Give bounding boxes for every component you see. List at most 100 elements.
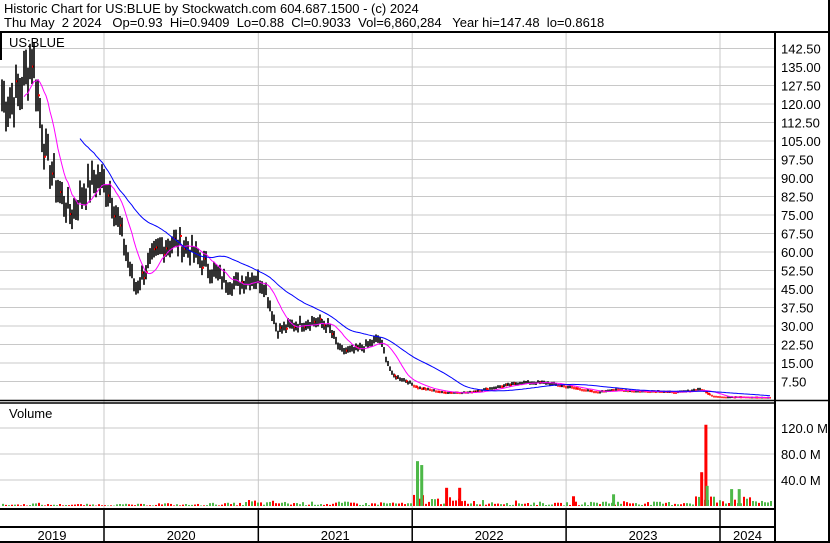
volume-bar: [56, 505, 58, 506]
volume-bar: [107, 505, 109, 506]
volume-bar: [284, 501, 286, 506]
volume-bar: [377, 504, 379, 506]
volume-bar: [137, 503, 139, 506]
quote-summary: Thu May 2 2024 Op=0.93 Hi=0.9409 Lo=0.88…: [4, 15, 605, 30]
price-close-mark: [514, 382, 516, 385]
price-close-mark: [108, 194, 110, 197]
volume-bar: [362, 504, 364, 506]
volume-bar: [752, 501, 754, 506]
volume-bar: [245, 502, 247, 506]
volume-bar: [38, 502, 40, 506]
volume-bar: [587, 505, 589, 506]
volume-bar: [596, 502, 598, 506]
volume-bar: [299, 504, 301, 506]
price-close-mark: [180, 234, 182, 237]
volume-bar: [740, 503, 742, 506]
volume-bar: [581, 504, 583, 506]
volume-bar: [104, 505, 106, 506]
price-tick-label: 105.00: [781, 134, 821, 149]
volume-bar: [545, 505, 547, 506]
volume-bar: [329, 504, 331, 506]
price-close-mark: [424, 387, 426, 390]
volume-bar: [593, 502, 595, 506]
volume-bar: [233, 502, 235, 506]
volume-bar: [347, 501, 349, 506]
volume-bar: [314, 504, 316, 506]
volume-bar: [35, 503, 37, 506]
price-close-mark: [52, 172, 54, 175]
volume-bar: [47, 504, 49, 506]
volume-bar: [155, 504, 157, 506]
volume-bar: [476, 504, 478, 506]
volume-bar: [455, 500, 457, 506]
volume-bar: [212, 502, 214, 506]
price-close-mark: [280, 326, 282, 329]
volume-bar: [326, 503, 328, 506]
volume-bar: [194, 504, 196, 506]
volume-bar: [554, 502, 556, 506]
volume-bar: [191, 504, 193, 506]
volume-bar: [560, 502, 562, 506]
volume-bar: [473, 501, 475, 506]
price-tick-label: 127.50: [781, 79, 821, 94]
price-close-mark: [450, 391, 452, 394]
volume-bar: [164, 503, 166, 506]
price-tick-label: 60.00: [781, 245, 814, 260]
volume-bar: [746, 498, 748, 506]
volume-bar: [116, 504, 118, 506]
volume-bar: [437, 498, 439, 506]
volume-bar: [119, 503, 121, 506]
volume-bar: [533, 502, 535, 506]
volume-bar: [719, 500, 721, 506]
volume-bar: [497, 503, 499, 506]
price-close-mark: [506, 383, 508, 386]
volume-bar: [671, 504, 673, 506]
volume-bar: [287, 503, 289, 506]
volume-bar: [110, 505, 112, 506]
volume-bar: [506, 503, 508, 506]
price-close-mark: [474, 390, 476, 393]
volume-bar: [98, 504, 100, 506]
volume-bar: [524, 503, 526, 506]
volume-bar: [356, 503, 358, 506]
volume-bar: [548, 504, 550, 506]
volume-bar: [713, 496, 715, 506]
price-tick-label: 67.50: [781, 227, 814, 242]
volume-bar: [239, 502, 241, 506]
volume-bar: [386, 503, 388, 506]
volume-bar: [617, 501, 619, 506]
volume-bar: [527, 503, 529, 506]
price-close-mark: [286, 327, 288, 330]
price-close-mark: [202, 266, 204, 269]
volume-bar: [173, 505, 175, 506]
volume-bar: [584, 502, 586, 506]
price-close-mark: [304, 326, 306, 329]
volume-bar: [770, 501, 772, 506]
volume-bar: [203, 505, 205, 506]
price-close-mark: [708, 392, 710, 395]
volume-bar: [623, 501, 625, 506]
volume-bar: [182, 504, 184, 506]
volume-bar: [263, 504, 265, 506]
volume-bar: [140, 503, 142, 506]
price-tick-label: 52.50: [781, 264, 814, 279]
price-close-mark: [510, 383, 512, 386]
volume-bar: [665, 502, 667, 506]
volume-bar: [8, 505, 10, 506]
price-close-mark: [396, 376, 398, 379]
volume-bar: [599, 504, 601, 506]
volume-bar: [317, 504, 319, 506]
volume-bar: [401, 502, 403, 506]
price-tick-label: 112.50: [781, 116, 820, 131]
volume-bar: [323, 504, 325, 506]
volume-spike-bar: [737, 489, 741, 506]
price-close-mark: [174, 237, 176, 240]
volume-bar: [605, 501, 607, 506]
volume-bar: [260, 502, 262, 506]
volume-bar: [509, 504, 511, 506]
volume-bar: [29, 505, 31, 506]
volume-bar: [122, 504, 124, 506]
price-close-mark: [120, 224, 122, 227]
volume-bar: [407, 503, 409, 506]
